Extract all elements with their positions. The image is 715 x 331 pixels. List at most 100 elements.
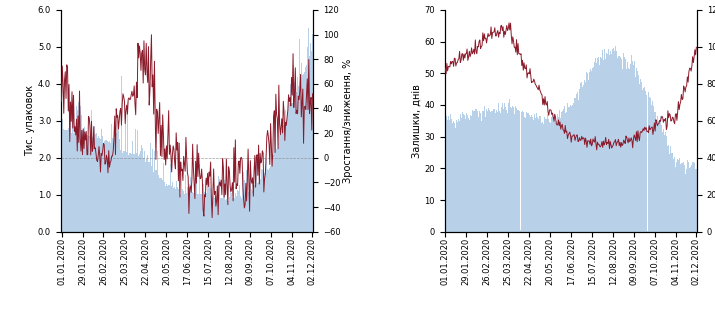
Bar [627, 62, 628, 232]
Bar [121, 76, 122, 232]
Bar [589, 72, 590, 232]
Bar [276, 149, 277, 232]
Bar [566, 112, 567, 232]
Bar [278, 143, 279, 232]
Bar [215, 183, 216, 232]
Bar [602, 50, 603, 232]
Bar [466, 113, 467, 232]
Bar [605, 61, 606, 232]
Bar [663, 129, 664, 232]
Bar [141, 152, 142, 232]
Bar [599, 65, 600, 232]
Bar [617, 58, 618, 232]
Bar [454, 123, 455, 232]
Bar [509, 99, 511, 232]
Bar [236, 196, 237, 232]
Bar [209, 180, 210, 232]
Bar [543, 124, 544, 232]
Bar [275, 140, 276, 232]
Bar [520, 230, 521, 232]
Bar [590, 70, 591, 232]
Bar [137, 157, 138, 232]
Bar [125, 123, 126, 232]
Bar [668, 145, 669, 232]
Bar [245, 194, 246, 232]
Bar [642, 90, 643, 232]
Bar [291, 103, 292, 232]
Bar [464, 115, 465, 232]
Bar [597, 58, 598, 232]
Bar [149, 163, 150, 232]
Bar [450, 115, 451, 232]
Bar [534, 114, 535, 232]
Bar [587, 72, 588, 232]
Bar [475, 114, 476, 232]
Bar [487, 111, 488, 232]
Bar [233, 197, 234, 232]
Bar [136, 153, 137, 232]
Bar [496, 110, 497, 232]
Bar [604, 49, 605, 232]
Bar [310, 43, 311, 232]
Bar [281, 132, 282, 232]
Bar [219, 197, 220, 232]
Bar [251, 182, 252, 232]
Bar [126, 151, 127, 232]
Bar [634, 64, 636, 232]
Bar [461, 118, 462, 232]
Bar [483, 111, 484, 232]
Bar [581, 82, 582, 232]
Bar [122, 153, 124, 232]
Bar [162, 180, 163, 232]
Bar [85, 134, 86, 232]
Bar [445, 120, 446, 232]
Bar [636, 68, 637, 232]
Bar [666, 136, 667, 232]
Bar [81, 132, 82, 232]
Bar [613, 47, 614, 232]
Bar [300, 80, 301, 232]
Bar [157, 151, 158, 232]
Bar [555, 123, 556, 232]
Bar [270, 166, 271, 232]
Bar [169, 164, 171, 232]
Bar [515, 106, 516, 232]
Bar [156, 158, 157, 232]
Bar [607, 54, 608, 232]
Bar [693, 162, 694, 232]
Bar [175, 189, 176, 232]
Bar [312, 34, 313, 232]
Bar [457, 122, 458, 232]
Bar [649, 104, 651, 232]
Bar [145, 162, 146, 232]
Bar [588, 80, 589, 232]
Bar [140, 151, 141, 232]
Bar [544, 117, 545, 232]
Bar [72, 99, 73, 232]
Bar [63, 131, 64, 232]
Bar [503, 109, 504, 232]
Bar [299, 82, 300, 232]
Bar [92, 137, 93, 232]
Bar [681, 163, 682, 232]
Bar [266, 156, 267, 232]
Bar [193, 193, 194, 232]
Bar [652, 101, 653, 232]
Bar [151, 166, 152, 232]
Bar [185, 191, 187, 232]
Bar [463, 114, 464, 232]
Bar [478, 117, 479, 232]
Bar [177, 187, 178, 232]
Bar [226, 199, 227, 232]
Bar [129, 153, 130, 232]
Bar [671, 153, 672, 232]
Bar [528, 113, 529, 232]
Bar [131, 154, 132, 232]
Y-axis label: Залишки, днів: Залишки, днів [411, 84, 421, 158]
Bar [616, 52, 617, 232]
Bar [459, 121, 460, 232]
Bar [263, 174, 265, 232]
Bar [574, 98, 575, 232]
Bar [658, 121, 659, 232]
Bar [311, 28, 312, 232]
